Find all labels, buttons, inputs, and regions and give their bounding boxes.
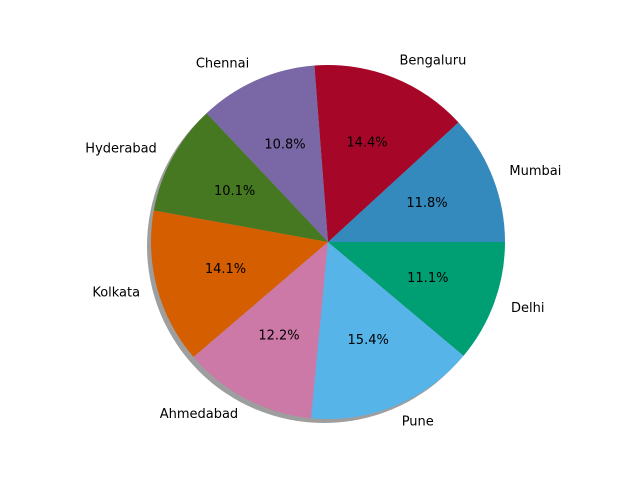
slice-pct-hyderabad: 10.1%	[214, 184, 255, 199]
slice-ahmedabad	[193, 242, 328, 419]
slice-pct-pune: 15.4%	[348, 333, 389, 348]
slice-label-hyderabad: Hyderabad	[85, 142, 157, 157]
slice-pct-chennai: 10.8%	[264, 137, 305, 152]
slice-chennai	[206, 65, 328, 242]
slice-kolkata	[151, 210, 328, 358]
slice-pct-kolkata: 14.1%	[205, 262, 246, 277]
slice-label-chennai: Chennai	[196, 57, 249, 72]
slice-label-delhi: Delhi	[511, 301, 544, 316]
slice-mumbai	[328, 122, 505, 242]
slice-pct-bengaluru: 14.4%	[346, 136, 387, 151]
slice-pct-delhi: 11.1%	[407, 271, 448, 286]
slice-label-ahmedabad: Ahmedabad	[160, 407, 238, 422]
slice-pune	[311, 242, 464, 420]
pie-slices	[151, 65, 505, 420]
slice-label-mumbai: Mumbai	[509, 164, 561, 179]
slice-hyderabad	[153, 113, 328, 242]
slice-label-bengaluru: Bengaluru	[400, 53, 467, 68]
slice-pct-mumbai: 11.8%	[406, 196, 447, 211]
pie-labels: Mumbai 11.8% Bengaluru 14.4% Chennai 10.8% Hyd…	[85, 53, 561, 429]
slice-label-kolkata: Kolkata	[92, 285, 140, 300]
slice-label-pune: Pune	[402, 415, 434, 430]
slice-bengaluru	[314, 65, 459, 243]
slice-pct-ahmedabad: 12.2%	[258, 329, 299, 344]
slice-delhi	[328, 242, 505, 356]
